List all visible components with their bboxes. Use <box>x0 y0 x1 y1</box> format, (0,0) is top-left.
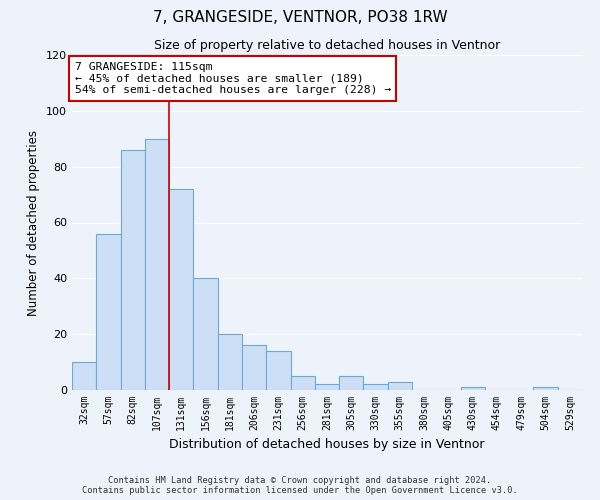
Text: 7 GRANGESIDE: 115sqm
← 45% of detached houses are smaller (189)
54% of semi-deta: 7 GRANGESIDE: 115sqm ← 45% of detached h… <box>74 62 391 95</box>
Bar <box>242 346 266 390</box>
X-axis label: Distribution of detached houses by size in Ventnor: Distribution of detached houses by size … <box>169 438 485 452</box>
Bar <box>533 387 558 390</box>
Bar <box>364 384 388 390</box>
Bar <box>169 189 193 390</box>
Text: 7, GRANGESIDE, VENTNOR, PO38 1RW: 7, GRANGESIDE, VENTNOR, PO38 1RW <box>152 10 448 25</box>
Bar <box>266 351 290 390</box>
Bar <box>290 376 315 390</box>
Bar <box>193 278 218 390</box>
Title: Size of property relative to detached houses in Ventnor: Size of property relative to detached ho… <box>154 40 500 52</box>
Bar <box>72 362 96 390</box>
Bar <box>96 234 121 390</box>
Bar <box>339 376 364 390</box>
Bar <box>461 387 485 390</box>
Bar <box>315 384 339 390</box>
Bar <box>145 138 169 390</box>
Y-axis label: Number of detached properties: Number of detached properties <box>28 130 40 316</box>
Bar <box>218 334 242 390</box>
Bar <box>121 150 145 390</box>
Bar <box>388 382 412 390</box>
Text: Contains HM Land Registry data © Crown copyright and database right 2024.
Contai: Contains HM Land Registry data © Crown c… <box>82 476 518 495</box>
